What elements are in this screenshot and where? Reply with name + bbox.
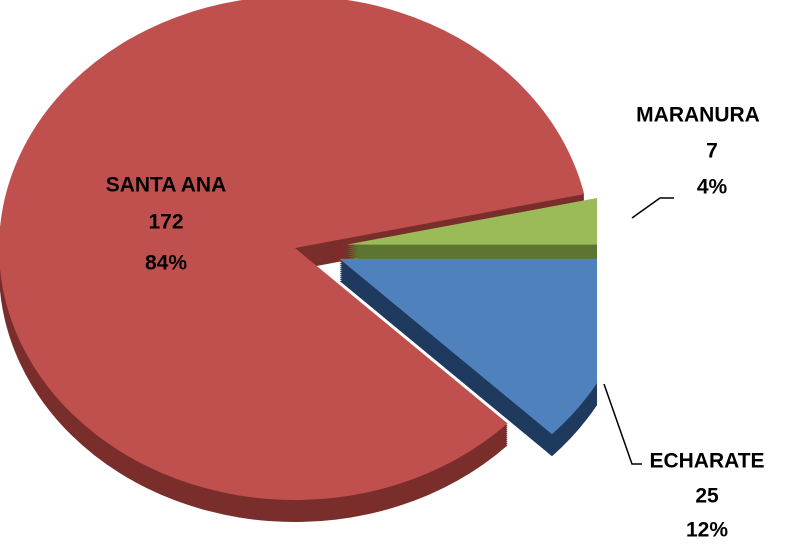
slice-percent: 12% [686,519,728,542]
slice-value: 25 [695,485,719,508]
slice-label: ECHARATE [649,450,764,473]
slice-value: 7 [706,140,718,163]
slice-label: SANTA ANA [106,174,227,197]
leader-line [603,383,642,465]
slice [346,197,597,245]
slice-percent: 84% [145,252,187,275]
slice-value: 172 [148,211,183,234]
pie [0,0,597,522]
slice-label: MARANURA [636,104,760,127]
slice [0,0,585,500]
slice-percent: 4% [697,176,728,199]
slice [339,258,597,435]
leader-line [631,197,674,219]
